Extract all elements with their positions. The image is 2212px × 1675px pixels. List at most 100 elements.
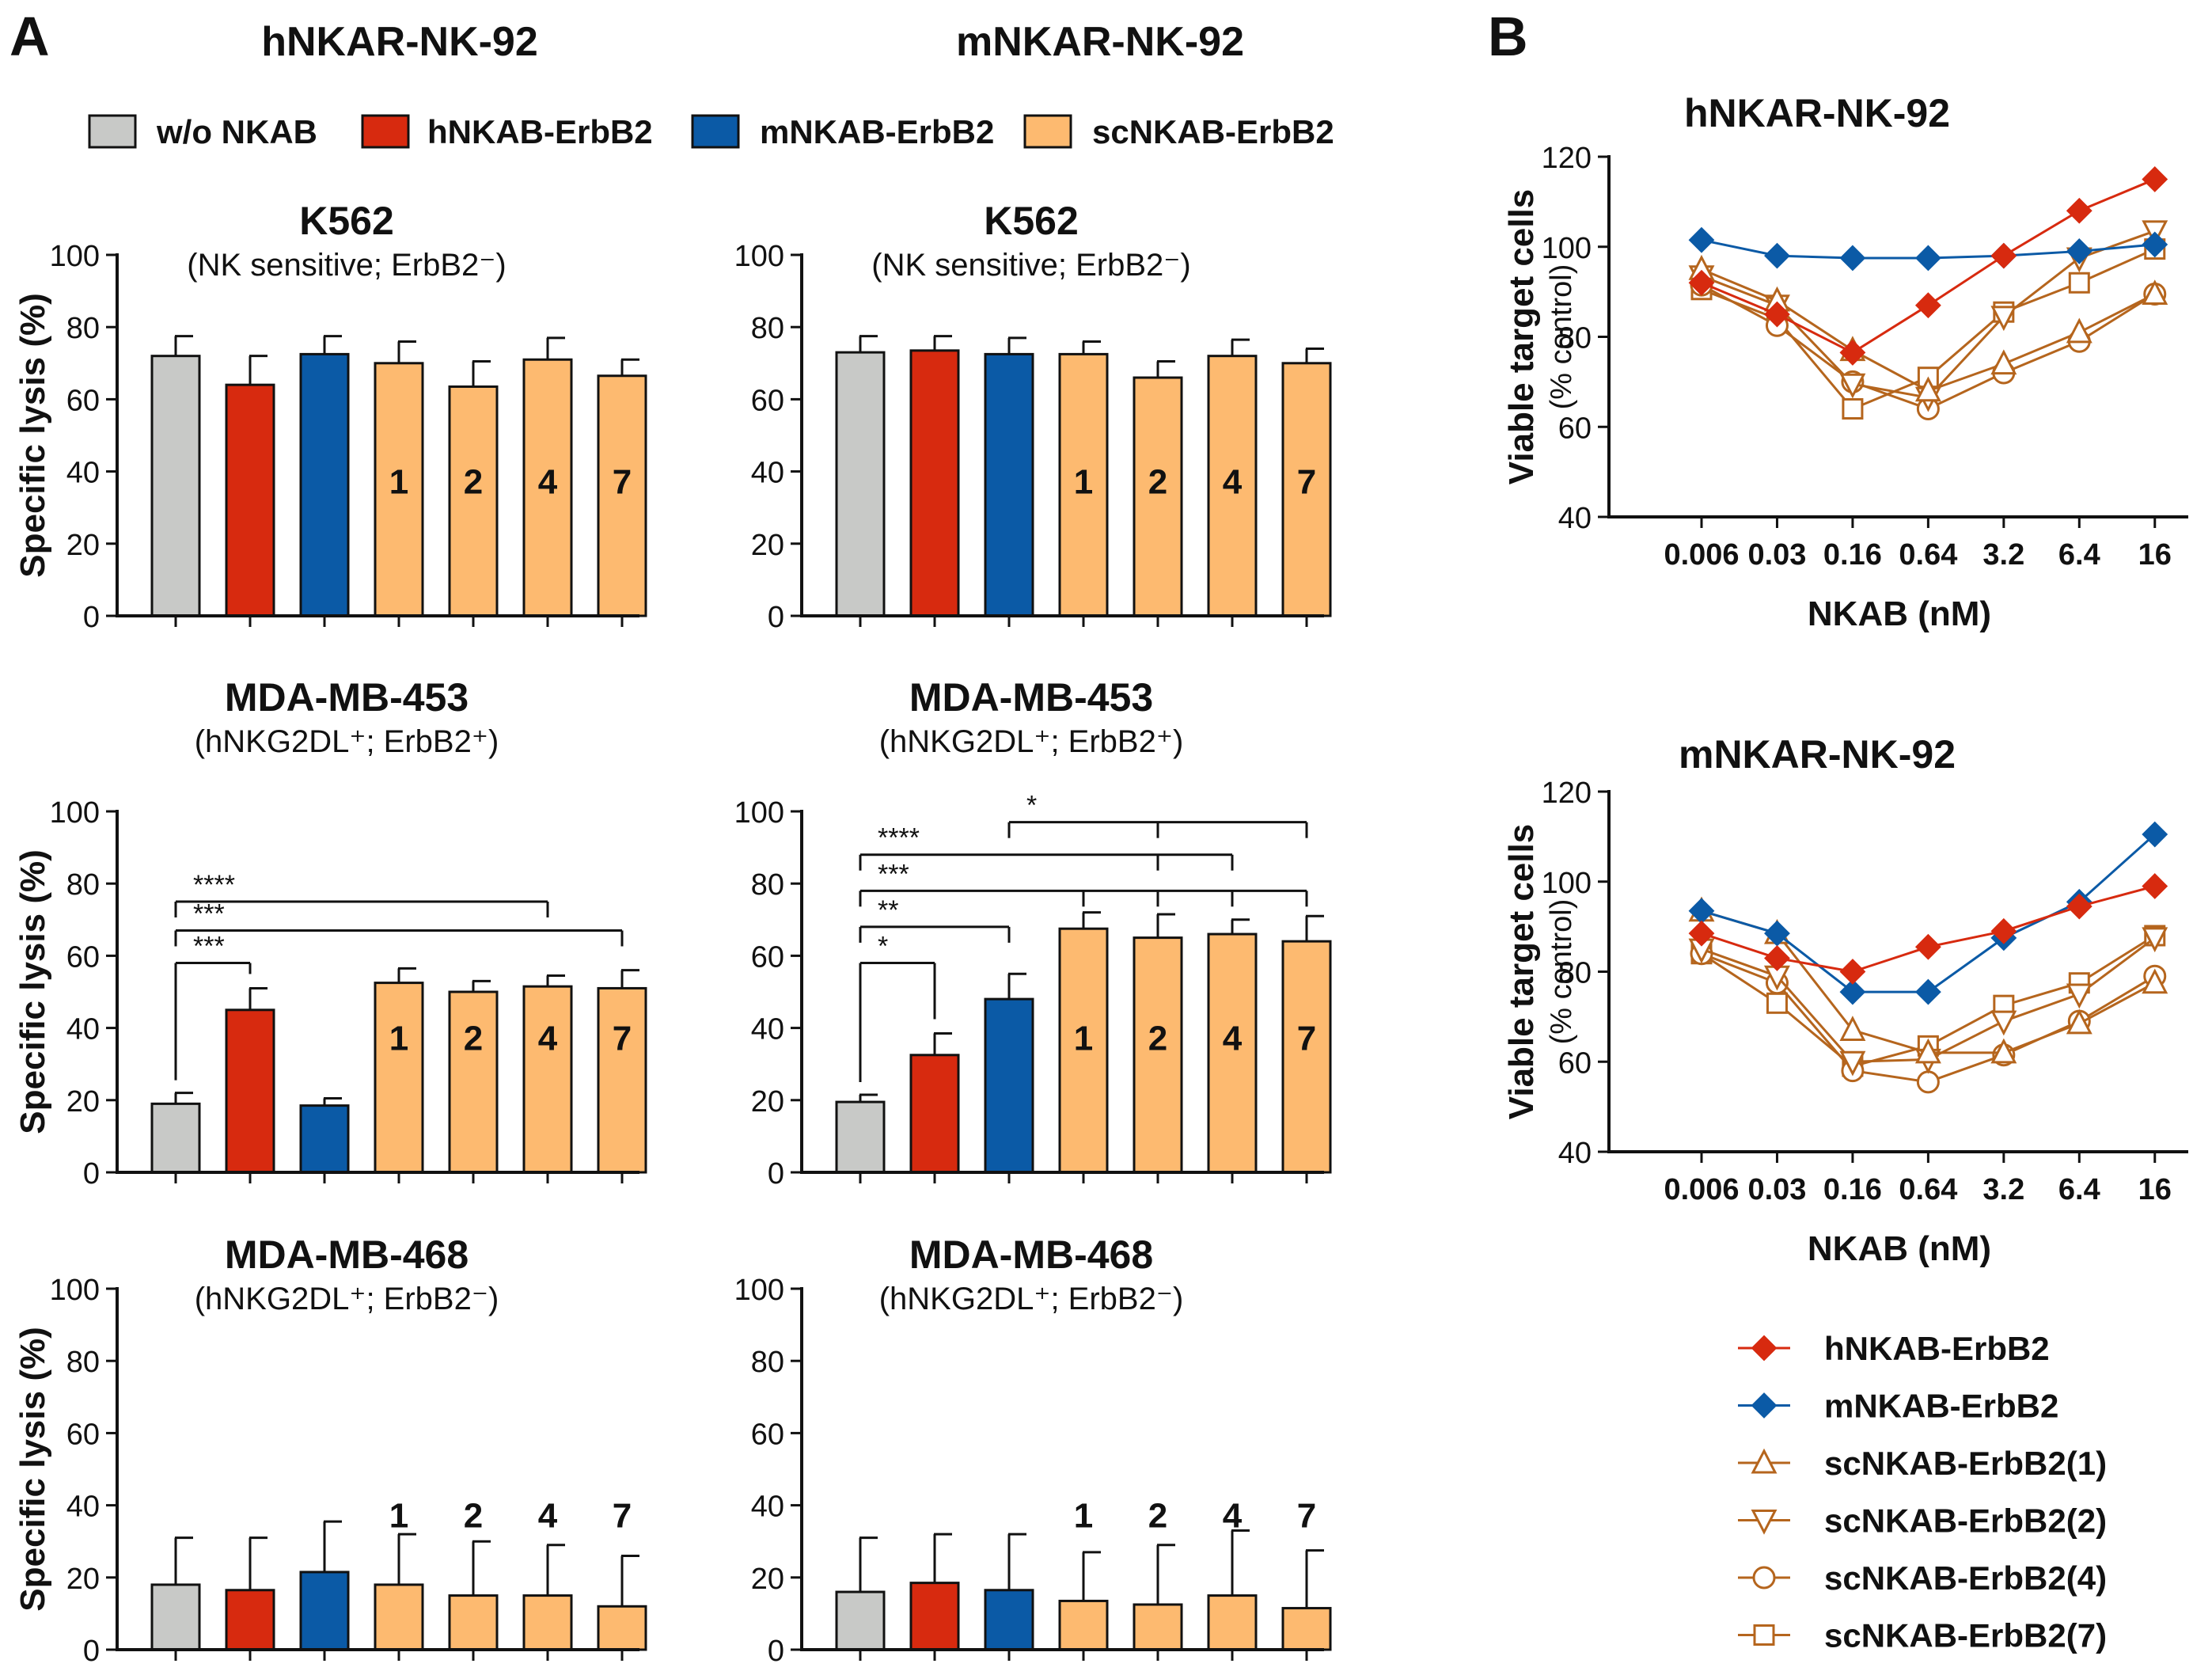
data-point [1914,292,1941,319]
bar-w-o-nkab [835,351,886,617]
y-tick-label: 120 [1542,777,1592,810]
line-chart-b-m: mNKAR-NK-92 40 60 80 100 120 0.006 0.03 0.16 0.64… [1502,732,2188,1268]
y-tick-label: 100 [734,796,784,830]
significance-label: * [1026,791,1037,821]
y-tick-label: 40 [66,457,100,490]
bar-scnkab-erbb2-1- [1058,352,1109,617]
legend-a-swatch-sc [1023,114,1072,149]
y-tick-label: 60 [751,384,784,417]
legend-b-label: scNKAB-ErbB2(2) [1824,1502,2107,1540]
data-point [2066,317,2092,344]
legend-marker [1751,1335,1778,1362]
y-tick-label: 60 [66,1418,100,1451]
header-right: mNKAR-NK-92 [956,19,1244,65]
y-tick-label: 60 [751,1418,784,1451]
data-point [2068,272,2090,294]
data-point [2066,1008,2092,1035]
data-point [1990,1010,2017,1036]
significance-label: *** [193,898,225,929]
bar-number-label: 2 [1148,1496,1167,1535]
x-tick-label: 16 [2138,538,2172,572]
y-tick-label: 0 [83,601,100,634]
data-point [2142,873,2168,899]
y-tick-label: 80 [66,868,100,902]
y-tick-label: 80 [751,868,784,902]
chart-title: MDA-MB-453 [909,675,1153,720]
y-tick-label: 20 [66,1085,100,1119]
significance-label: ** [878,895,898,925]
legend-marker [1751,1510,1778,1535]
bar-hnkab-erbb2 [909,349,960,617]
y-tick-label: 20 [66,1563,100,1596]
significance-label: * [878,932,888,962]
x-tick-label: 6.4 [2058,1173,2100,1206]
y-tick-label: 100 [1542,867,1592,900]
x-tick-label: 3.2 [1982,1173,2024,1206]
y-tick-label: 100 [1542,232,1592,265]
significance-bracket: *** [859,859,1308,907]
significance-bracket: * [1007,791,1308,838]
data-point [1839,1050,1866,1077]
legend-a-swatch-wo [88,114,137,149]
bar-scnkab-erbb2-4- [522,358,573,617]
data-point [1839,245,1866,272]
bar-chart-a-453-m: MDA-MB-453 (hNKG2DL⁺; ErbB2⁺) 1 2 4 7 0 20 40 60 8… [734,675,1332,1191]
x-tick-label: 0.64 [1899,538,1957,572]
panel-label-a: A [9,6,50,67]
chart-title: MDA-MB-468 [909,1233,1153,1277]
data-point [2066,893,2092,920]
bar-number-label: 4 [1223,1019,1243,1058]
chart-subtitle: (hNKG2DL⁺; ErbB2⁺) [879,724,1184,759]
x-axis-label: NKAB (nM) [1808,594,1991,633]
bar-number-label: 2 [1148,462,1167,501]
series-mnkab-erbb2 [1688,226,2168,272]
y-tick-label: 120 [1542,142,1592,175]
y-tick-label: 0 [83,1157,100,1191]
y-tick-label: 20 [751,1563,784,1596]
bar-scnkab-erbb2-7- [1281,362,1332,617]
data-point [1990,349,2017,375]
bar-chart-a-k562-m: K562 (NK sensitive; ErbB2⁻) 1 2 4 7 0 20 40 60 80 1… [734,199,1332,634]
bar-scnkab-erbb2-2- [1133,1603,1183,1651]
bar-scnkab-erbb2-4- [1207,1594,1258,1651]
bar-chart-a-k562-h: K562 (NK sensitive; ErbB2⁻) 1 2 4 7 0 20 40 60 80 1… [13,199,647,634]
series-hnkab-erbb2 [1688,873,2168,985]
x-tick-label: 0.03 [1747,1173,1806,1206]
bar-number-label: 7 [1297,1019,1316,1058]
bar-scnkab-erbb2-4- [522,985,573,1174]
legend-b: hNKAB-ErbB2 mNKAB-ErbB2 scNKAB-ErbB2(1) scN… [1738,1330,2107,1654]
bar-hnkab-erbb2 [225,383,275,617]
bar-number-label: 4 [538,1496,558,1535]
y-tick-label: 20 [66,529,100,562]
chart-title: hNKAR-NK-92 [1684,91,1950,135]
data-point [2142,927,2168,953]
significance-label: *** [878,859,909,889]
chart-subtitle: (hNKG2DL⁺; ErbB2⁺) [195,724,499,759]
chart-subtitle: (NK sensitive; ErbB2⁻) [187,248,506,283]
series-scnkab-erbb2-1- [1688,254,2168,402]
data-point [2066,197,2092,224]
bar-hnkab-erbb2 [225,1008,275,1174]
data-point [2142,279,2168,305]
series-hnkab-erbb2 [1688,166,2168,366]
bar-scnkab-erbb2-7- [597,1605,647,1651]
bar-scnkab-erbb2-4- [1207,932,1258,1174]
chart-title: mNKAR-NK-92 [1679,732,1956,777]
legend-b-label: scNKAB-ErbB2(4) [1824,1559,2107,1597]
y-tick-label: 60 [66,940,100,974]
bar-mnkab-erbb2 [299,1104,350,1174]
data-point [2066,238,2092,264]
legend-b-item: scNKAB-ErbB2(4) [1738,1559,2107,1597]
y-tick-label: 100 [50,240,100,273]
chart-title: K562 [299,199,394,243]
y-tick-label: 60 [1558,1046,1592,1080]
y-axis-sublabel: (% control) [1545,264,1578,410]
data-point [1764,945,1790,971]
x-tick-label: 0.006 [1664,538,1739,572]
y-tick-label: 40 [66,1013,100,1046]
significance-label: **** [878,823,920,853]
bar-w-o-nkab [835,1100,886,1174]
chart-subtitle: (NK sensitive; ErbB2⁻) [871,248,1190,283]
chart-title: MDA-MB-453 [225,675,469,720]
data-point [1839,959,1866,985]
